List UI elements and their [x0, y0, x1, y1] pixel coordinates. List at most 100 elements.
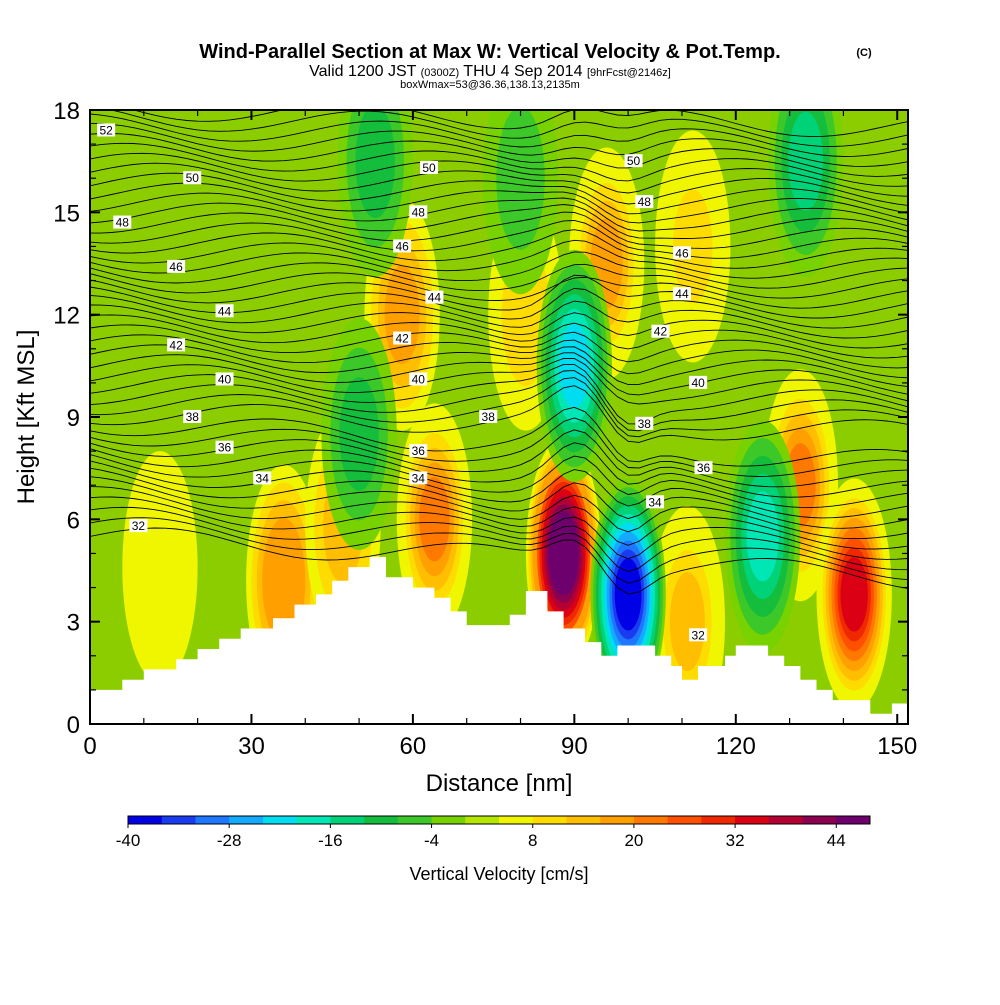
contour-label-text: 34 [256, 471, 270, 485]
contour-label: 52 [97, 123, 116, 137]
theta-contour-line [90, 527, 908, 595]
copyright-mark: (C) [856, 47, 872, 59]
velocity-cell [135, 495, 185, 639]
contour-label-bg [689, 375, 708, 389]
contour-label: 32 [689, 628, 708, 642]
contour-label: 42 [167, 338, 186, 352]
contour-label-text: 34 [412, 471, 426, 485]
y-tick-label: 15 [53, 200, 80, 227]
theta-contour-line [90, 274, 908, 319]
contour-label-text: 40 [412, 372, 426, 386]
colorbar-tick-label: -40 [116, 831, 141, 850]
contour-label-text: 36 [697, 461, 711, 475]
colorbar-swatch [431, 816, 466, 824]
theta-contour-line [90, 122, 908, 167]
colorbar-tick-label: 32 [726, 831, 745, 850]
contour-label: 44 [215, 304, 234, 318]
contour-label: 50 [420, 160, 439, 175]
x-tick-label: 30 [238, 733, 265, 760]
theta-contour-line [90, 506, 908, 572]
contour-label: 46 [167, 259, 186, 274]
contour-label-text: 50 [186, 171, 200, 185]
plot-area [90, 110, 908, 724]
theta-contour-line [90, 486, 908, 550]
contour-label-text: 38 [186, 410, 200, 424]
contour-label: 40 [409, 372, 428, 386]
contour-label: 40 [215, 372, 234, 386]
contour-label: 42 [393, 331, 412, 346]
contour-label-bg [409, 205, 428, 219]
y-axis-label: Height [Kft MSL] [13, 330, 40, 505]
theta-contour-line [90, 172, 908, 215]
colorbar-swatch [836, 816, 871, 824]
colorbar-swatch [735, 816, 770, 824]
contour-label-bg [409, 471, 428, 485]
contour-label-bg [635, 195, 654, 209]
x-tick-label: 0 [83, 733, 96, 760]
contour-label: 38 [635, 416, 654, 431]
contour-label-text: 44 [218, 304, 232, 318]
y-tick-label: 0 [67, 712, 80, 739]
theta-contour-line [90, 357, 908, 405]
contour-label-bg [479, 410, 498, 423]
contour-label: 44 [425, 290, 444, 305]
contour-label-text: 44 [428, 291, 442, 305]
theta-contour-labels: 52 50 48 46 44 42 40 38 36 34 32 50 48 46 44 42 40 38 36 34… [97, 123, 713, 642]
theta-contour-line [90, 417, 908, 477]
contour-label-bg [393, 239, 412, 253]
contour-label-bg [215, 304, 234, 318]
colorbar-tick-label: 8 [528, 831, 537, 850]
contour-label-bg [651, 324, 670, 338]
contour-label: 34 [253, 471, 272, 485]
theta-contour-line [90, 304, 908, 349]
colorbar-swatch [364, 816, 399, 824]
theta-contour-line [132, 110, 908, 138]
y-tick-label: 18 [53, 98, 80, 125]
contour-label-text: 42 [654, 325, 668, 339]
contour-label-bg [129, 519, 148, 533]
contour-label-text: 48 [412, 205, 426, 219]
theta-contour-line [90, 152, 908, 197]
theta-contour-line [90, 262, 908, 299]
y-tick-label: 9 [67, 405, 80, 432]
theta-contour-line [90, 324, 908, 369]
contour-label-bg [393, 331, 412, 345]
contour-label: 50 [183, 171, 202, 185]
contour-label-bg [694, 461, 713, 475]
valid-time-line: Valid 1200 JST (0300Z) THU 4 Sep 2014 [9… [309, 63, 671, 80]
velocity-cell [267, 535, 300, 626]
contour-label: 48 [113, 215, 132, 230]
velocity-cell [550, 518, 577, 589]
contour-label-text: 36 [412, 444, 426, 458]
theta-contour-line [90, 517, 908, 584]
colorbar-swatch [802, 816, 837, 824]
colorbar-tick-label: -16 [318, 831, 343, 850]
contour-label-bg [167, 259, 186, 273]
x-tick-label: 150 [877, 733, 917, 760]
contour-label-text: 48 [116, 216, 130, 230]
colorbar-swatch [128, 816, 163, 824]
contour-label-bg [183, 410, 202, 423]
theta-contour-line [90, 113, 908, 157]
velocity-cell [673, 189, 713, 304]
y-tick-label: 3 [67, 610, 80, 637]
velocity-cell [355, 110, 395, 219]
contour-label-text: 38 [638, 417, 652, 431]
chart-title: Wind-Parallel Section at Max W: Vertical… [199, 41, 780, 63]
velocity-cell [496, 110, 545, 250]
x-tick-label: 60 [400, 733, 427, 760]
theta-contours [90, 110, 908, 595]
contour-label-text: 36 [218, 441, 232, 455]
contour-label: 36 [215, 440, 234, 455]
x-tick-label: 90 [561, 733, 588, 760]
velocity-cell [419, 477, 450, 562]
contour-label: 32 [129, 519, 148, 533]
velocity-cell [669, 572, 705, 672]
colorbar-swatch [465, 816, 500, 824]
colorbar: -40 -28 -16 -4 8 20 32 44 [116, 815, 871, 850]
contour-label: 50 [624, 154, 643, 168]
theta-contour-line [90, 229, 908, 269]
contour-label-text: 42 [169, 338, 183, 352]
theta-contour-line [90, 352, 908, 396]
colorbar-tick-label: 44 [827, 831, 846, 850]
